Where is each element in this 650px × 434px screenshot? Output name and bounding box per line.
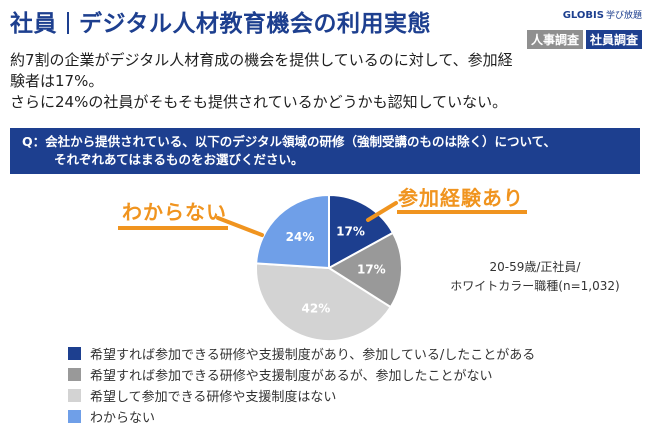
legend-label: 希望すれば参加できる研修や支援制度があり、参加している/したことがある (90, 348, 536, 363)
lead-text: 約7割の企業がデジタル人材育成の機会を提供しているのに対して、参加経 験者は17… (10, 50, 630, 113)
pie-slice-label: 24% (286, 230, 315, 244)
lead-line-3: さらに24%の社員がそもそも提供されているかどうかも認知していない。 (10, 93, 508, 111)
pie-slice-label: 17% (336, 225, 365, 239)
legend-swatch (68, 368, 81, 381)
question-line-1: Q：会社から提供されている、以下のデジタル領域の研修（強制受講のものは除く）につ… (22, 134, 557, 149)
pie-slice (255, 262, 393, 342)
legend-item: 希望すれば参加できる研修や支援制度があり、参加している/したことがある (68, 343, 535, 364)
title-sub: デジタル人材教育機会の利用実態 (79, 11, 432, 37)
legend-swatch (68, 389, 81, 402)
question-box: Q：会社から提供されている、以下のデジタル領域の研修（強制受講のものは除く）につ… (10, 128, 640, 174)
legend-label: わからない (90, 411, 156, 426)
note-line-2: ホワイトカラー職種(n=1,032) (450, 279, 620, 293)
question-line-2: それぞれあてはまるものをお選びください。 (54, 152, 304, 167)
callout-underline-left (118, 226, 228, 230)
callout-line-right (366, 201, 398, 222)
pie-slice (255, 193, 330, 270)
legend-swatch (68, 347, 81, 360)
brand-logo: GLOBIS 学び放題 (563, 8, 642, 21)
callout-participated: 参加経験あり (398, 186, 524, 210)
page-title: 社員 デジタル人材教育機会の利用実態 (10, 4, 431, 38)
chart-legend: 希望すれば参加できる研修や支援制度があり、参加している/したことがある 希望すれ… (68, 343, 535, 427)
survey-tags: 人事調査 社員調査 (526, 30, 642, 49)
tag-employee-survey: 社員調査 (585, 30, 642, 49)
pie-slice (327, 231, 403, 309)
callout-underline-right (397, 210, 527, 214)
legend-item: 希望すれば参加できる研修や支援制度があるが、参加したことがない (68, 364, 535, 385)
legend-item: わからない (68, 406, 535, 427)
sample-note: 20-59歳/正社員/ ホワイトカラー職種(n=1,032) (430, 258, 640, 296)
pie-slice-label: 42% (302, 301, 331, 315)
legend-label: 希望して参加できる研修や支援制度はない (90, 390, 337, 405)
lead-line-1: 約7割の企業がデジタル人材育成の機会を提供しているのに対して、参加経 (10, 51, 513, 69)
pie-slice-label: 17% (357, 262, 386, 276)
tag-hr-survey: 人事調査 (526, 30, 583, 49)
callout-line-left (216, 216, 264, 237)
note-line-1: 20-59歳/正社員/ (489, 260, 581, 274)
title-main: 社員 (10, 11, 57, 37)
brand-name: GLOBIS (562, 10, 604, 21)
legend-label: 希望すれば参加できる研修や支援制度があるが、参加したことがない (90, 369, 493, 384)
legend-item: 希望して参加できる研修や支援制度はない (68, 385, 535, 406)
brand-sub: 学び放題 (605, 11, 642, 21)
title-separator (67, 12, 69, 34)
lead-line-2: 験者は17%。 (10, 72, 104, 90)
callout-unknown: わからない (122, 200, 227, 224)
legend-swatch (68, 410, 81, 423)
